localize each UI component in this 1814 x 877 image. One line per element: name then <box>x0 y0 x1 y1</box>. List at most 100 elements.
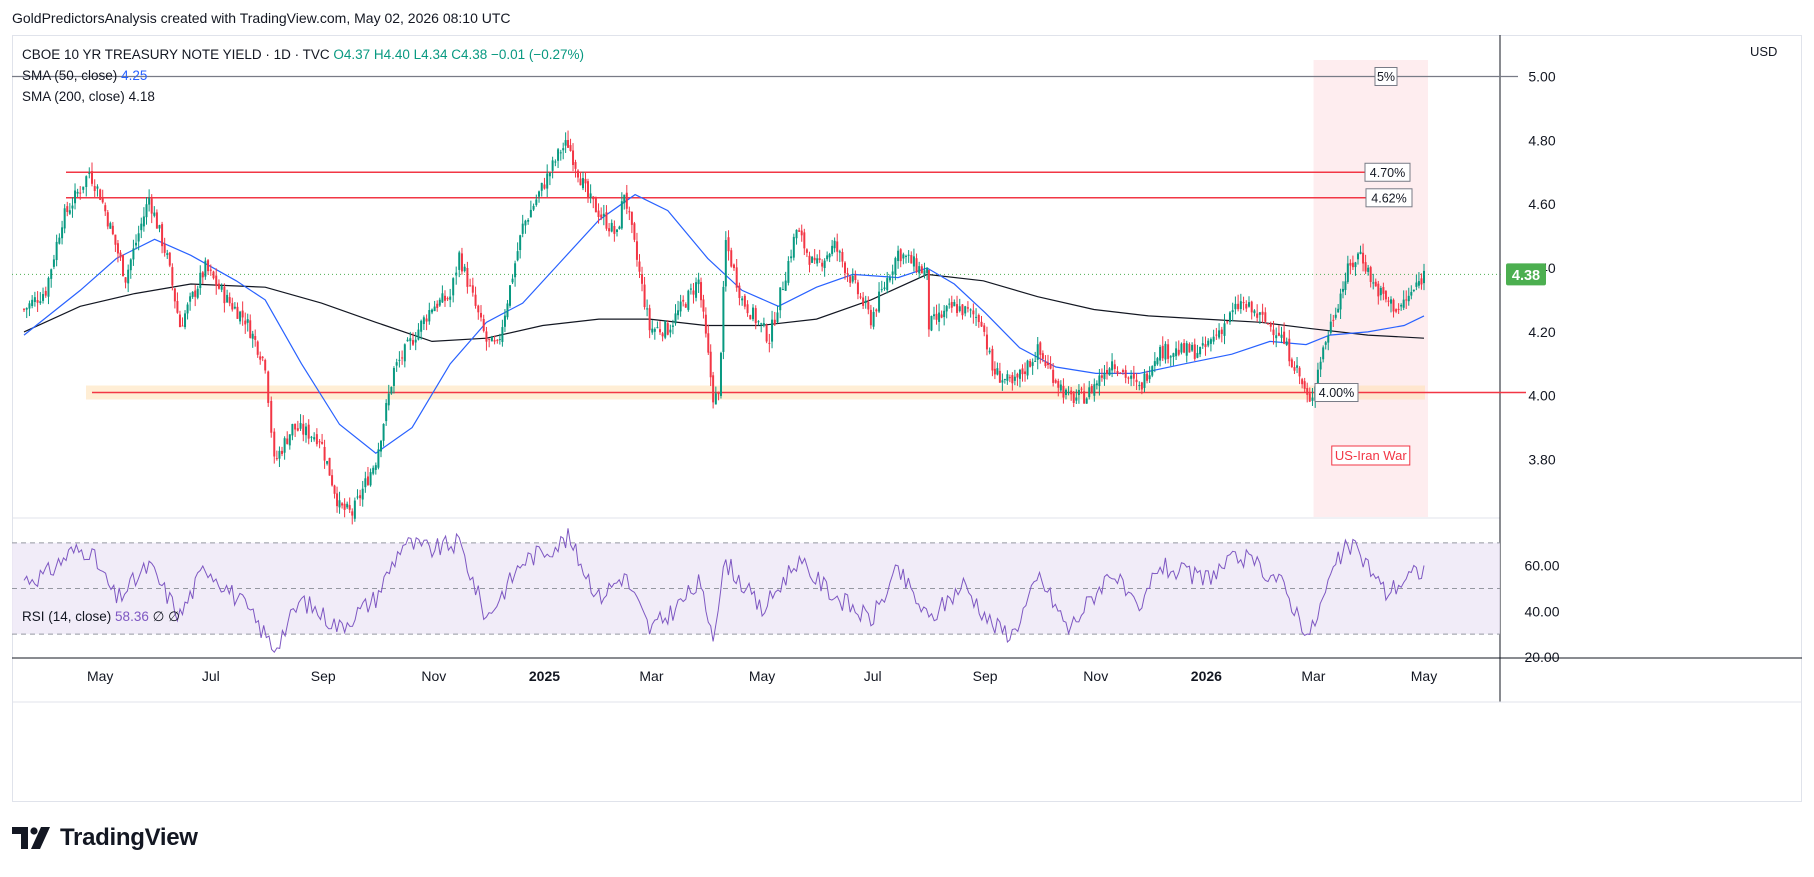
candle-body <box>438 299 441 306</box>
candle-body <box>945 306 948 312</box>
candle-body <box>926 267 929 274</box>
candle-body <box>209 269 212 271</box>
candle-body <box>346 503 349 508</box>
candle-body <box>841 252 844 262</box>
candle-body <box>299 423 302 429</box>
legend-sma50-row[interactable]: SMA (50, close) 4.25 <box>22 65 584 86</box>
candle-body <box>546 173 549 189</box>
price-tick: 4.20 <box>1528 324 1555 340</box>
candle-body <box>746 304 749 314</box>
candle-body <box>1175 348 1178 357</box>
candle-body <box>869 309 872 326</box>
candle-body <box>1031 362 1034 366</box>
candle-body <box>554 161 557 163</box>
candle-body <box>422 317 425 325</box>
candle-body <box>140 223 143 231</box>
candle-body <box>186 304 189 314</box>
candle-body <box>722 286 725 352</box>
level-label: 4.00% <box>1319 386 1354 400</box>
candle-body <box>516 251 519 261</box>
candle-body <box>524 220 527 226</box>
candle-body <box>382 423 385 441</box>
candle-body <box>106 212 109 227</box>
candle-body <box>343 503 346 510</box>
candle-body <box>991 348 994 371</box>
candle-body <box>1250 301 1253 313</box>
candle-body <box>1258 312 1261 315</box>
candle-body <box>286 438 289 444</box>
candle-body <box>127 269 130 284</box>
candle-body <box>1088 387 1091 398</box>
candle-body <box>684 304 687 308</box>
candle-body <box>1119 372 1122 374</box>
candle-body <box>1341 288 1344 292</box>
candle-body <box>178 314 181 327</box>
candle-body <box>966 307 969 309</box>
candle-body <box>161 224 164 247</box>
candle-body <box>1049 364 1052 369</box>
candle-body <box>912 256 915 267</box>
candle-body <box>521 223 524 234</box>
candle-body <box>540 182 543 191</box>
time-tick: May <box>87 668 113 684</box>
candle-body <box>463 266 466 272</box>
currency-label[interactable]: USD <box>1750 44 1778 59</box>
candle-body <box>223 286 226 304</box>
candle-body <box>1234 303 1237 310</box>
legend-symbol[interactable]: CBOE 10 YR TREASURY NOTE YIELD · 1D · TV… <box>22 47 330 62</box>
candle-body <box>261 356 264 358</box>
candle-body <box>1011 375 1014 384</box>
candle-body <box>239 311 242 322</box>
candle-body <box>1098 375 1101 387</box>
candle-body <box>933 314 935 317</box>
last-price-tag <box>1506 263 1546 286</box>
time-tick: May <box>1411 668 1437 684</box>
candle-body <box>1095 383 1098 386</box>
candle-body <box>738 285 741 298</box>
candle-body <box>212 271 215 279</box>
tradingview-logo[interactable]: TradingView <box>12 824 198 852</box>
candle-body <box>471 285 474 293</box>
candle-body <box>1334 314 1337 318</box>
candle-body <box>669 329 672 333</box>
candle-body <box>244 320 247 325</box>
candle-body <box>1339 293 1342 310</box>
candle-body <box>735 267 738 288</box>
candle-body <box>557 149 560 161</box>
candle-body <box>551 160 554 171</box>
candle-body <box>918 266 921 274</box>
candle-body <box>401 357 404 359</box>
candle-body <box>501 327 504 342</box>
candle-body <box>1070 390 1073 395</box>
candle-body <box>452 278 455 296</box>
candle-body <box>935 313 938 320</box>
candle-body <box>1016 373 1019 378</box>
candle-body <box>635 241 638 260</box>
rsi-legend[interactable]: RSI (14, close) 58.36 ∅ ∅ <box>22 609 180 625</box>
candle-body <box>387 393 390 406</box>
candle-body <box>886 278 889 291</box>
rsi-tick: 60.00 <box>1524 558 1559 574</box>
candle-body <box>1036 344 1039 360</box>
candle-body <box>610 222 613 232</box>
candle-body <box>1423 270 1425 284</box>
candle-body <box>1308 393 1311 402</box>
legend-sma50-value: 4.25 <box>121 68 148 83</box>
last-price-value: 4.38 <box>1512 268 1540 284</box>
candle-body <box>741 298 744 301</box>
legend-sma200-row[interactable]: SMA (200, close) 4.18 <box>22 86 584 107</box>
candle-body <box>651 328 654 333</box>
candle-body <box>88 172 91 174</box>
candle-body <box>787 260 790 283</box>
candle-body <box>294 423 297 430</box>
candle-body <box>569 145 572 151</box>
candle-body <box>792 236 795 258</box>
level-label: 4.70% <box>1370 166 1405 180</box>
time-tick: Mar <box>1301 668 1325 684</box>
candle-body <box>1183 343 1186 353</box>
candle-body <box>784 280 787 291</box>
candle-body <box>1138 385 1141 387</box>
candle-body <box>948 303 951 305</box>
candle-body <box>1127 377 1130 379</box>
